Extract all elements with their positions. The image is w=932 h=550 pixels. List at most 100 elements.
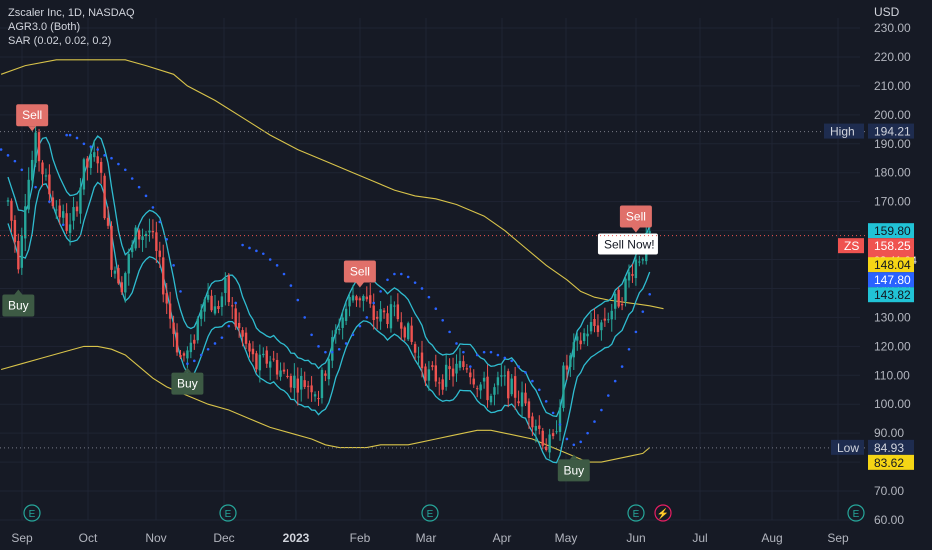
price-label: 159.80 xyxy=(868,223,914,239)
candle xyxy=(210,289,213,313)
candle-body xyxy=(200,310,203,319)
candle xyxy=(444,354,448,391)
candle-body xyxy=(482,377,486,382)
signal-flag-label: Buy xyxy=(8,298,29,312)
sar-dot xyxy=(406,275,410,279)
candle-body xyxy=(93,152,96,158)
candle-body xyxy=(600,322,603,331)
sar-dot xyxy=(634,330,638,334)
candle xyxy=(24,193,27,252)
sar-dot xyxy=(641,310,645,313)
candle-body xyxy=(341,317,344,328)
x-tick-label: Jul xyxy=(692,531,707,545)
candle-body xyxy=(596,325,600,332)
candle xyxy=(106,206,110,229)
candle xyxy=(6,197,10,207)
sar-dot xyxy=(241,243,244,247)
sar-dot xyxy=(648,292,651,296)
candle-body xyxy=(272,358,275,360)
price-tag-box xyxy=(824,123,864,139)
sar-dot xyxy=(255,249,258,253)
candle xyxy=(462,355,465,371)
candle xyxy=(493,383,496,406)
candle-body xyxy=(189,342,193,353)
sar-dot xyxy=(110,156,113,160)
candle-body xyxy=(534,425,538,431)
sar-dot xyxy=(613,379,617,383)
candle-body xyxy=(172,322,175,334)
candle-body xyxy=(479,384,482,391)
y-tick-label: 220.00 xyxy=(874,50,911,64)
sar-dot xyxy=(538,388,541,392)
candle xyxy=(379,301,382,330)
sar-dot xyxy=(75,136,79,140)
candle-body xyxy=(413,344,417,353)
candle xyxy=(262,347,265,358)
candle xyxy=(168,291,172,329)
candle xyxy=(148,218,151,242)
candle xyxy=(279,362,282,381)
earnings-letter: E xyxy=(853,509,860,520)
candle-body xyxy=(258,354,262,371)
candle xyxy=(93,140,96,162)
candle xyxy=(344,302,348,326)
candle-body xyxy=(517,401,520,404)
candle xyxy=(576,332,579,351)
candle xyxy=(631,263,634,283)
candle-body xyxy=(562,365,565,408)
candle-body xyxy=(51,197,55,207)
buy-signal: Buy xyxy=(557,454,590,482)
sar-dot xyxy=(248,246,251,250)
candle-body xyxy=(196,318,199,341)
candle-body xyxy=(469,372,472,378)
earnings-letter: E xyxy=(225,509,232,520)
candle-body xyxy=(6,200,10,202)
sar-dot xyxy=(455,342,458,345)
candle xyxy=(476,385,479,398)
sar-dot xyxy=(310,333,313,337)
candle-body xyxy=(624,278,627,302)
candle-body xyxy=(168,303,172,319)
sar-dot xyxy=(227,324,231,328)
candle xyxy=(79,178,82,224)
candle xyxy=(620,297,624,311)
candle xyxy=(527,398,531,429)
candle xyxy=(393,301,396,317)
candle xyxy=(551,429,555,440)
candle xyxy=(200,304,203,327)
signal-flag-label: Sell xyxy=(350,264,370,278)
signal-flag-label: Sell xyxy=(626,209,646,223)
candle xyxy=(589,312,593,335)
candle-body xyxy=(503,375,506,377)
sar-dot xyxy=(275,264,279,267)
candle-body xyxy=(10,200,13,221)
candle-body xyxy=(210,295,213,311)
x-tick-label: May xyxy=(555,531,578,545)
candle-body xyxy=(224,278,227,294)
candle-body xyxy=(489,395,493,403)
price-tag-box xyxy=(838,238,864,254)
sell-signal: Sell xyxy=(16,104,49,132)
candle-body xyxy=(434,365,437,382)
sar-dot xyxy=(365,316,369,319)
candle-body xyxy=(510,378,513,395)
candle-body xyxy=(634,259,638,279)
candle xyxy=(182,351,186,362)
candle xyxy=(424,363,427,386)
candle xyxy=(438,377,441,396)
sar-dot xyxy=(6,154,10,157)
earnings-circle xyxy=(627,504,645,522)
candle-body xyxy=(96,156,99,164)
sar-dot xyxy=(510,359,513,363)
candle-body xyxy=(617,289,620,307)
candle xyxy=(203,297,206,322)
sar-dot xyxy=(386,278,389,282)
candle xyxy=(627,264,631,288)
sar-dot xyxy=(572,443,576,447)
sar-dot xyxy=(179,290,182,293)
sar-dot xyxy=(351,333,355,337)
candle-body xyxy=(279,370,282,377)
candle-body xyxy=(551,433,555,437)
